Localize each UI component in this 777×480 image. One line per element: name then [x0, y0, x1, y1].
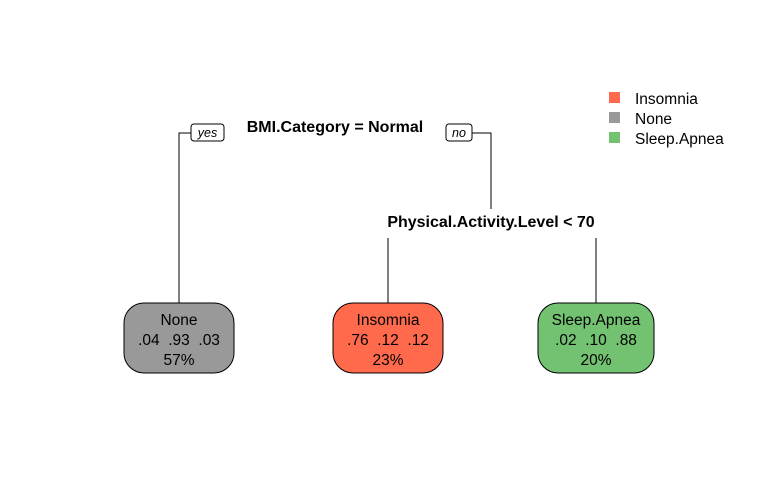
tree-edges	[178, 132, 597, 303]
leaf-insomnia-class: Insomnia	[357, 312, 420, 329]
second-split-label: Physical.Activity.Level < 70	[387, 214, 594, 231]
leaf-none-probs: .04 .93 .03	[138, 332, 220, 349]
legend-swatch-sleep-apnea	[609, 132, 620, 143]
leaf-sleep-apnea: Sleep.Apnea .02 .10 .88 20%	[537, 302, 655, 374]
leaf-insomnia: Insomnia .76 .12 .12 23%	[332, 302, 444, 374]
leaf-none-percent: 57%	[163, 352, 194, 369]
leaf-none-class: None	[160, 312, 197, 329]
leaf-insomnia-probs: .76 .12 .12	[347, 332, 429, 349]
leaf-sleep-apnea-percent: 20%	[580, 352, 611, 369]
edge-root-yes	[178, 132, 191, 303]
yes-label-text: yes	[197, 126, 217, 140]
leaf-none-box	[123, 302, 235, 374]
no-branch-label: no	[445, 123, 473, 142]
legend-label-none: None	[635, 111, 672, 128]
leaf-insomnia-percent: 23%	[372, 352, 403, 369]
leaf-none: None .04 .93 .03 57%	[123, 302, 235, 374]
leaf-insomnia-box	[332, 302, 444, 374]
leaf-sleep-apnea-class: Sleep.Apnea	[552, 312, 641, 329]
root-split-label: BMI.Category = Normal	[247, 119, 423, 136]
no-label-text: no	[452, 126, 466, 140]
legend-label-sleep-apnea: Sleep.Apnea	[635, 131, 724, 148]
legend-label-insomnia: Insomnia	[635, 91, 698, 108]
legend: Insomnia None Sleep.Apnea	[609, 91, 724, 148]
leaf-sleep-apnea-box	[537, 302, 655, 374]
legend-swatch-insomnia	[609, 92, 620, 103]
yes-branch-label: yes	[190, 123, 225, 142]
leaf-sleep-apnea-probs: .02 .10 .88	[555, 332, 637, 349]
legend-swatch-none	[609, 112, 620, 123]
edge-root-no	[472, 132, 492, 209]
